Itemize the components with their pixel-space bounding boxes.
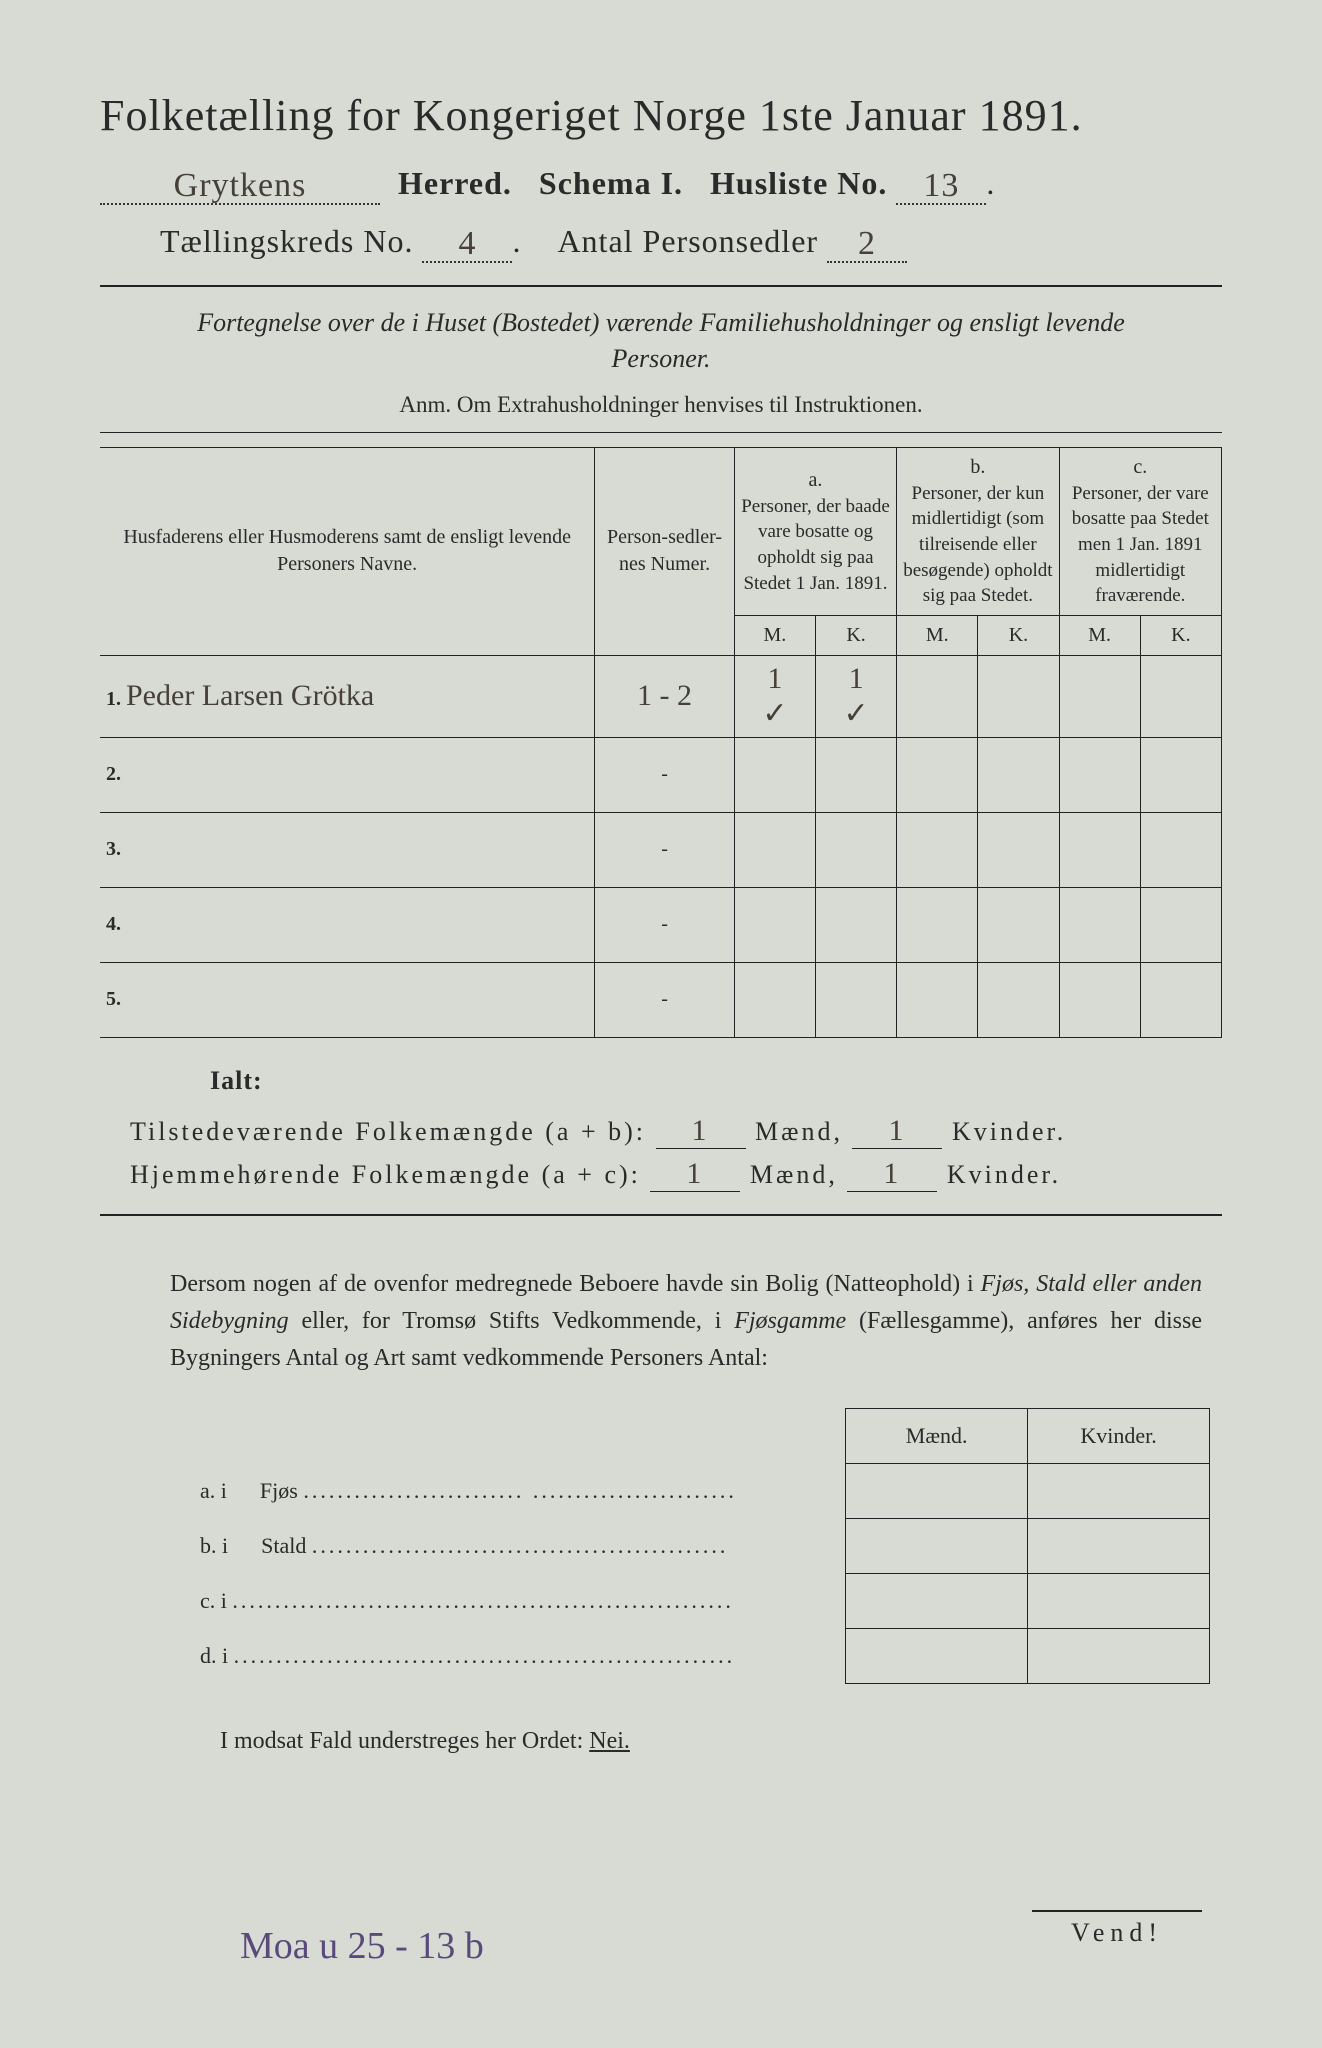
hdr-b-m: M. [897, 615, 978, 655]
dot-leader: ........................................… [312, 1533, 729, 1558]
hdr-c-text: Personer, der vare bosatte paa Stedet me… [1066, 481, 1215, 609]
table-row: 2. - [100, 737, 1222, 812]
husliste-no: 13 [923, 167, 959, 205]
table-body: 1. Peder Larsen Grötka 1 - 2 1 ✓ 1 ✓ 2. [100, 655, 1222, 1037]
hdr-b-text: Personer, der kun midlertidigt (som tilr… [903, 481, 1052, 609]
hdr-c-label: c. [1066, 454, 1215, 481]
anm-text: Anm. Om Extrahusholdninger henvises til … [100, 392, 1222, 418]
row-number: 2. [106, 763, 121, 785]
antal-slot: 2 [827, 223, 907, 263]
cell-num: - [595, 962, 735, 1037]
hdr-c: c. Personer, der vare bosatte paa Stedet… [1059, 447, 1221, 615]
antal-label: Antal Personsedler [557, 223, 818, 259]
kvinder-label: Kvinder. [947, 1160, 1061, 1189]
divider [100, 285, 1222, 287]
hdr-b-label: b. [903, 454, 1052, 481]
side-row: d. i ...................................… [190, 1628, 1210, 1683]
tick-icon: ✓ [762, 697, 787, 730]
cell-num: - [595, 737, 735, 812]
cell-num: 1 - 2 [595, 655, 735, 737]
table-row: 3. - [100, 812, 1222, 887]
sum1-k: 1 [888, 1114, 906, 1147]
sum2-m: 1 [686, 1157, 704, 1190]
hdr-col1-text: Husfaderens eller Husmoderens samt de en… [123, 526, 571, 575]
row-number: 5. [106, 988, 121, 1010]
nei-line: I modsat Fald understreges her Ordet: Ne… [220, 1728, 1222, 1755]
cell-num: - [595, 812, 735, 887]
husliste-label: Husliste No. [710, 165, 887, 201]
herred-value-slot: Grytkens [100, 165, 380, 205]
hdr-c-m: M. [1059, 615, 1140, 655]
line-kreds: Tællingskreds No. 4 . Antal Personsedler… [160, 223, 1222, 263]
row-number: 4. [106, 913, 121, 935]
cell-num: - [595, 887, 735, 962]
dot-leader: ........................................… [234, 1643, 736, 1668]
sum1-label: Tilstedeværende Folkemængde (a + b): [130, 1117, 646, 1146]
fortegnelse-text: Fortegnelse over de i Huset (Bostedet) v… [150, 305, 1172, 378]
dot-leader: ........................................… [232, 1588, 734, 1613]
side-row: a. i Fjøs .......................... ...… [190, 1463, 1210, 1518]
kreds-no: 4 [458, 225, 476, 263]
sum-line-1: Tilstedeværende Folkemængde (a + b): 1 M… [130, 1114, 1222, 1149]
kvinder-label: Kvinder. [952, 1117, 1066, 1146]
cell-aK: 1 ✓ [816, 655, 897, 737]
hdr-a-k: K. [816, 615, 897, 655]
herred-value: Grytkens [174, 167, 307, 205]
husliste-no-slot: 13 [896, 165, 986, 205]
divider-thin [100, 432, 1222, 433]
hdr-a-m: M. [734, 615, 815, 655]
page-title: Folketælling for Kongeriget Norge 1ste J… [100, 90, 1222, 141]
sum-line-2: Hjemmehørende Folkemængde (a + c): 1 Mæn… [130, 1157, 1222, 1192]
side-row: b. i Stald .............................… [190, 1518, 1210, 1573]
vend-label: Vend! [1032, 1910, 1202, 1948]
side-hdr-maend: Mænd. [846, 1408, 1028, 1463]
nei-word: Nei. [589, 1728, 630, 1754]
footer-handwriting: Moa u 25 - 13 b [240, 1924, 484, 1968]
side-row: c. i ...................................… [190, 1573, 1210, 1628]
sum2-k: 1 [883, 1157, 901, 1190]
side-building-paragraph: Dersom nogen af de ovenfor medregnede Be… [170, 1266, 1202, 1378]
table-row: 4. - [100, 887, 1222, 962]
sum1-m: 1 [692, 1114, 710, 1147]
cell-aM: 1 ✓ [734, 655, 815, 737]
cell-cM [1059, 655, 1140, 737]
kreds-no-slot: 4 [422, 223, 512, 263]
dot-leader: .......................... .............… [303, 1478, 737, 1503]
line-herred: Grytkens Herred. Schema I. Husliste No. … [100, 165, 1222, 205]
row-name: Peder Larsen Grötka [126, 679, 374, 712]
hdr-a-label: a. [741, 467, 890, 494]
sum2-label: Hjemmehørende Folkemængde (a + c): [130, 1160, 641, 1189]
side-building-table: Mænd. Kvinder. a. i Fjøs ...............… [190, 1408, 1210, 1684]
cell-cK [1140, 655, 1221, 737]
ialt-label: Ialt: [210, 1066, 1222, 1096]
hdr-b-k: K. [978, 615, 1059, 655]
row-number: 3. [106, 838, 121, 860]
hdr-b: b. Personer, der kun midlertidigt (som t… [897, 447, 1059, 615]
herred-label: Herred. [398, 165, 512, 201]
cell-bM [897, 655, 978, 737]
side-hdr-kvinder: Kvinder. [1028, 1408, 1210, 1463]
hdr-c-k: K. [1140, 615, 1221, 655]
cell-name: 1. Peder Larsen Grötka [100, 655, 595, 737]
divider [100, 1214, 1222, 1216]
hdr-a: a. Personer, der baade vare bosatte og o… [734, 447, 896, 615]
maend-label: Mænd, [755, 1117, 843, 1146]
tick-icon: ✓ [844, 697, 869, 730]
census-form-page: Folketælling for Kongeriget Norge 1ste J… [0, 0, 1322, 2048]
hdr-a-text: Personer, der baade vare bosatte og opho… [741, 494, 890, 597]
antal-value: 2 [858, 225, 876, 263]
table-row: 5. - [100, 962, 1222, 1037]
hdr-col2: Person-sedler-nes Numer. [595, 447, 735, 655]
cell-bK [978, 655, 1059, 737]
household-table: Husfaderens eller Husmoderens samt de en… [100, 447, 1222, 1038]
row-number: 1. [106, 688, 121, 710]
schema-label: Schema I. [539, 165, 683, 201]
kreds-label: Tællingskreds No. [160, 223, 413, 259]
table-row: 1. Peder Larsen Grötka 1 - 2 1 ✓ 1 ✓ [100, 655, 1222, 737]
hdr-col1: Husfaderens eller Husmoderens samt de en… [100, 447, 595, 655]
maend-label: Mænd, [750, 1160, 838, 1189]
